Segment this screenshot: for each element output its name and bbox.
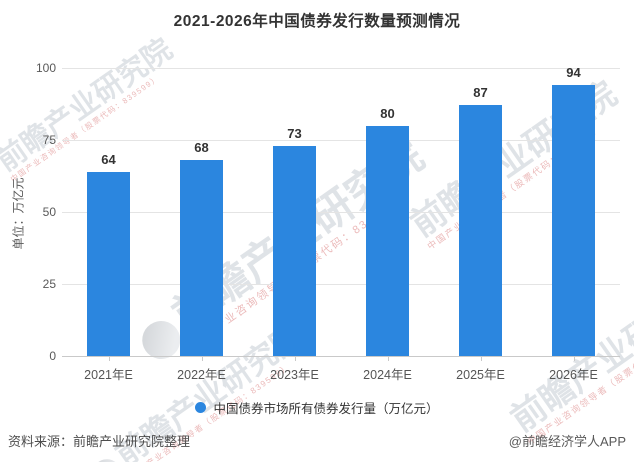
x-tick-label: 2022年E	[177, 368, 226, 382]
gridline-y-25	[62, 284, 620, 285]
gridline-y-100	[62, 68, 620, 69]
bar-2023年E	[273, 145, 316, 356]
bar-value-label: 64	[101, 151, 116, 167]
footer-brand: @前瞻经济学人APP	[508, 434, 626, 449]
x-tick-label: 2026年E	[549, 368, 598, 382]
bar-2026年E	[552, 85, 595, 356]
bar-2022年E	[180, 160, 223, 356]
y-tick-label: 50	[42, 205, 56, 219]
y-tick-label: 100	[35, 61, 56, 75]
x-axis-tick	[573, 357, 575, 361]
x-axis-tick	[108, 357, 110, 361]
bar-value-label: 68	[194, 140, 209, 156]
gridline-y-50	[62, 212, 620, 213]
x-axis-tick	[480, 357, 482, 361]
chart-title: 2021-2026年中国债券发行数量预测情况	[173, 13, 461, 30]
bar-2024年E	[366, 125, 409, 356]
y-tick-label: 25	[42, 277, 56, 291]
x-tick-label: 2023年E	[270, 368, 319, 382]
bar-value-label: 94	[566, 65, 581, 81]
bar-value-label: 73	[287, 125, 302, 141]
y-tick-label: 0	[49, 349, 56, 363]
x-axis-line	[62, 356, 620, 357]
legend: 中国债券市场所有债券发行量（万亿元）	[0, 398, 634, 417]
bar-value-label: 80	[380, 105, 395, 121]
bar-value-label: 87	[473, 85, 488, 101]
x-tick-label: 2024年E	[363, 368, 412, 382]
bar-2021年E	[87, 171, 130, 356]
x-tick-label: 2025年E	[456, 368, 505, 382]
y-tick-label: 75	[42, 133, 56, 147]
legend-label: 中国债券市场所有债券发行量（万亿元）	[213, 402, 439, 416]
bar-2025年E	[459, 105, 502, 356]
gridline-y-75	[62, 140, 620, 141]
x-axis-tick	[387, 357, 389, 361]
legend-dot-icon	[195, 402, 207, 413]
x-axis-tick	[294, 357, 296, 361]
footer-source: 资料来源：前瞻产业研究院整理	[8, 434, 191, 449]
x-axis-tick	[201, 357, 203, 361]
x-tick-label: 2021年E	[84, 368, 133, 382]
